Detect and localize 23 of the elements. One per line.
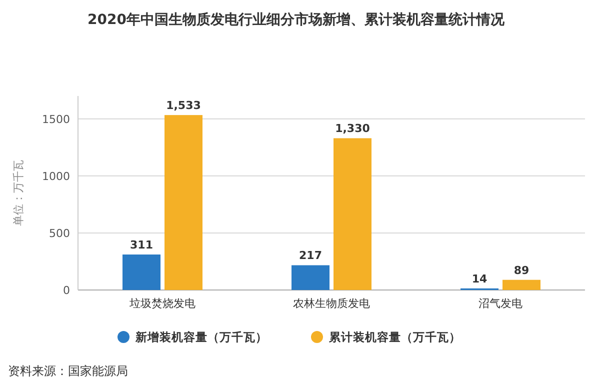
text: 资料来源：国家能源局 [8, 364, 128, 378]
bar [502, 280, 540, 290]
x-tick-label: 农林生物质发电 [293, 297, 370, 310]
bar [334, 138, 372, 290]
y-axis-title: 单位：万千瓦 [12, 160, 25, 226]
chart-title: 2020年中国生物质发电行业细分市场新增、累计装机容量统计情况 [88, 11, 506, 28]
bar [122, 254, 160, 290]
bar [164, 115, 202, 290]
y-tick-label: 500 [49, 226, 70, 240]
data-label: 1,330 [335, 122, 370, 136]
data-label: 217 [299, 249, 322, 262]
legend-label: 新增装机容量（万千瓦） [134, 330, 268, 344]
data-label: 89 [514, 264, 530, 277]
y-tick-label: 1000 [42, 170, 70, 183]
legend-label: 累计装机容量（万千瓦） [328, 330, 461, 344]
data-label: 14 [472, 272, 488, 286]
data-label: 311 [130, 238, 153, 252]
y-tick-label: 0 [63, 284, 70, 297]
bar [292, 265, 330, 290]
y-tick-label: 1500 [42, 112, 70, 126]
x-tick-label: 垃圾焚烧发电 [128, 297, 196, 310]
x-tick-label: 沼气发电 [478, 297, 522, 310]
data-label: 1,533 [166, 99, 201, 112]
